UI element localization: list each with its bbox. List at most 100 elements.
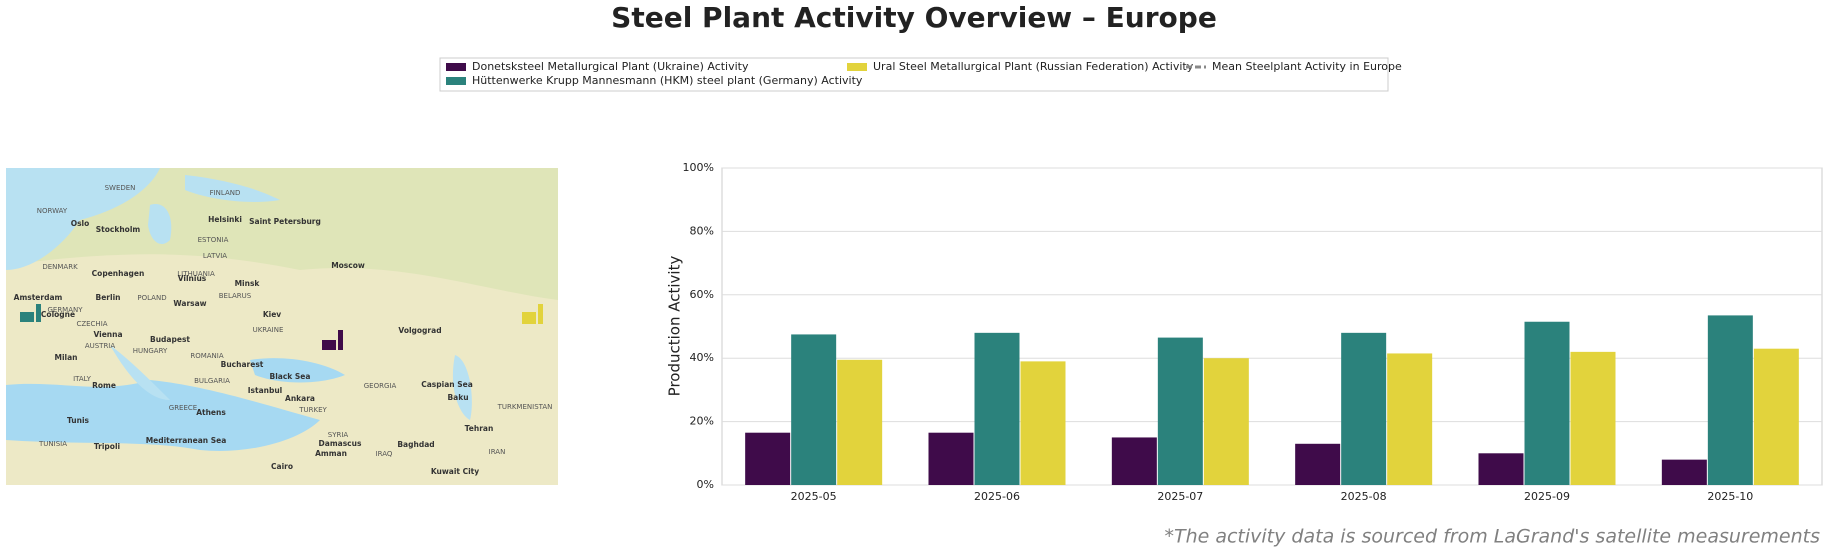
map-label: Rome [92, 381, 116, 390]
bar [1570, 351, 1616, 485]
map-label: Cologne [41, 310, 75, 319]
map-label: Kiev [263, 310, 281, 319]
map-label: Kuwait City [431, 467, 479, 476]
map-label: Stockholm [96, 225, 141, 234]
map-label: Black Sea [270, 372, 311, 381]
bar [1661, 459, 1707, 485]
map-label: IRAN [489, 448, 506, 456]
map-label: Tripoli [94, 442, 120, 451]
map-label: Baghdad [397, 440, 434, 449]
map-label: Tehran [465, 424, 494, 433]
legend-label: Hüttenwerke Krupp Mannesmann (HKM) steel… [472, 74, 863, 87]
map-label: Warsaw [173, 299, 206, 308]
map-label: Vienna [93, 330, 122, 339]
map-label: GERMANY [47, 306, 83, 314]
plant-icon [322, 330, 343, 350]
legend-label: Mean Steelplant Activity in Europe [1212, 60, 1402, 73]
bar [1020, 361, 1066, 485]
footnote: *The activity data is sourced from LaGra… [1164, 526, 1820, 548]
legend-swatch [446, 77, 466, 85]
plant-icon [20, 304, 41, 322]
map-label: POLAND [137, 294, 166, 302]
x-tick-label: 2025-09 [1524, 490, 1570, 503]
y-tick-label: 60% [690, 288, 714, 301]
y-tick-label: 100% [683, 161, 714, 174]
bar [1295, 443, 1341, 485]
map-label: NORWAY [37, 207, 68, 215]
bar [1753, 348, 1799, 485]
bar [1387, 353, 1433, 485]
legend-swatch [847, 63, 867, 71]
bar [791, 334, 837, 485]
map-label: SWEDEN [105, 184, 136, 192]
bar [928, 432, 974, 485]
bar [1203, 358, 1249, 485]
map-label: Caspian Sea [421, 380, 473, 389]
map-label: GREECE [169, 404, 197, 412]
map-label: BULGARIA [194, 377, 230, 385]
map-label: BELARUS [219, 292, 252, 300]
y-tick-label: 40% [690, 351, 714, 364]
x-tick-label: 2025-07 [1157, 490, 1203, 503]
x-tick-label: 2025-06 [974, 490, 1020, 503]
map-label: ITALY [73, 375, 92, 383]
bar [837, 359, 883, 485]
map-label: Minsk [235, 279, 261, 288]
map-label: GEORGIA [364, 382, 397, 390]
map-label: CZECHIA [76, 320, 107, 328]
bar [1524, 321, 1570, 485]
map-label: ESTONIA [198, 236, 229, 244]
map-label: Amman [315, 449, 347, 458]
legend-label: Ural Steel Metallurgical Plant (Russian … [873, 60, 1194, 73]
map-label: Copenhagen [92, 269, 145, 278]
y-tick-label: 80% [690, 224, 714, 237]
map-label: IRAQ [376, 450, 393, 458]
map-label: DENMARK [42, 263, 78, 271]
map-label: Helsinki [208, 215, 242, 224]
chart-title: Steel Plant Activity Overview – Europe [611, 1, 1217, 34]
map-label: HUNGARY [133, 347, 168, 355]
y-tick-label: 0% [697, 478, 714, 491]
map-label: TURKMENISTAN [497, 403, 553, 411]
map-label: Budapest [150, 335, 190, 344]
x-tick-label: 2025-05 [791, 490, 837, 503]
legend-swatch [446, 63, 466, 71]
map-label: TURKEY [298, 406, 327, 414]
map-label: ROMANIA [190, 352, 224, 360]
x-tick-label: 2025-08 [1341, 490, 1387, 503]
map-label: Istanbul [248, 386, 283, 395]
map-label: FINLAND [210, 189, 241, 197]
map-label: Oslo [71, 219, 90, 228]
map-label: Mediterranean Sea [146, 436, 227, 445]
map-label: Bucharest [221, 360, 264, 369]
map-label: AUSTRIA [85, 342, 116, 350]
map-label: LITHUANIA [177, 270, 215, 278]
plot-frame [721, 167, 1823, 486]
bar [1111, 437, 1157, 485]
map-label: Volgograd [398, 326, 441, 335]
bar [974, 332, 1020, 485]
plant-icon [522, 304, 543, 324]
map-label: Milan [54, 353, 77, 362]
map-label: UKRAINE [253, 326, 284, 334]
map-label: Moscow [331, 261, 365, 270]
bar [745, 432, 791, 485]
map-label: Tunis [67, 416, 90, 425]
map-label: TUNISIA [38, 440, 67, 448]
legend-label: Donetsksteel Metallurgical Plant (Ukrain… [472, 60, 749, 73]
bar [1157, 337, 1203, 485]
map-label: Athens [196, 408, 226, 417]
map-label: Cairo [271, 462, 293, 471]
bar [1341, 332, 1387, 485]
legend-box [439, 57, 1389, 92]
map-label: Amsterdam [14, 293, 63, 302]
bar [1707, 315, 1753, 485]
map-label: Vilnius [178, 274, 207, 283]
x-tick-label: 2025-10 [1707, 490, 1753, 503]
map-label: Saint Petersburg [249, 217, 321, 226]
map-label: Ankara [285, 394, 315, 403]
y-tick-label: 20% [690, 415, 714, 428]
y-axis-label: Production Activity [666, 256, 684, 397]
